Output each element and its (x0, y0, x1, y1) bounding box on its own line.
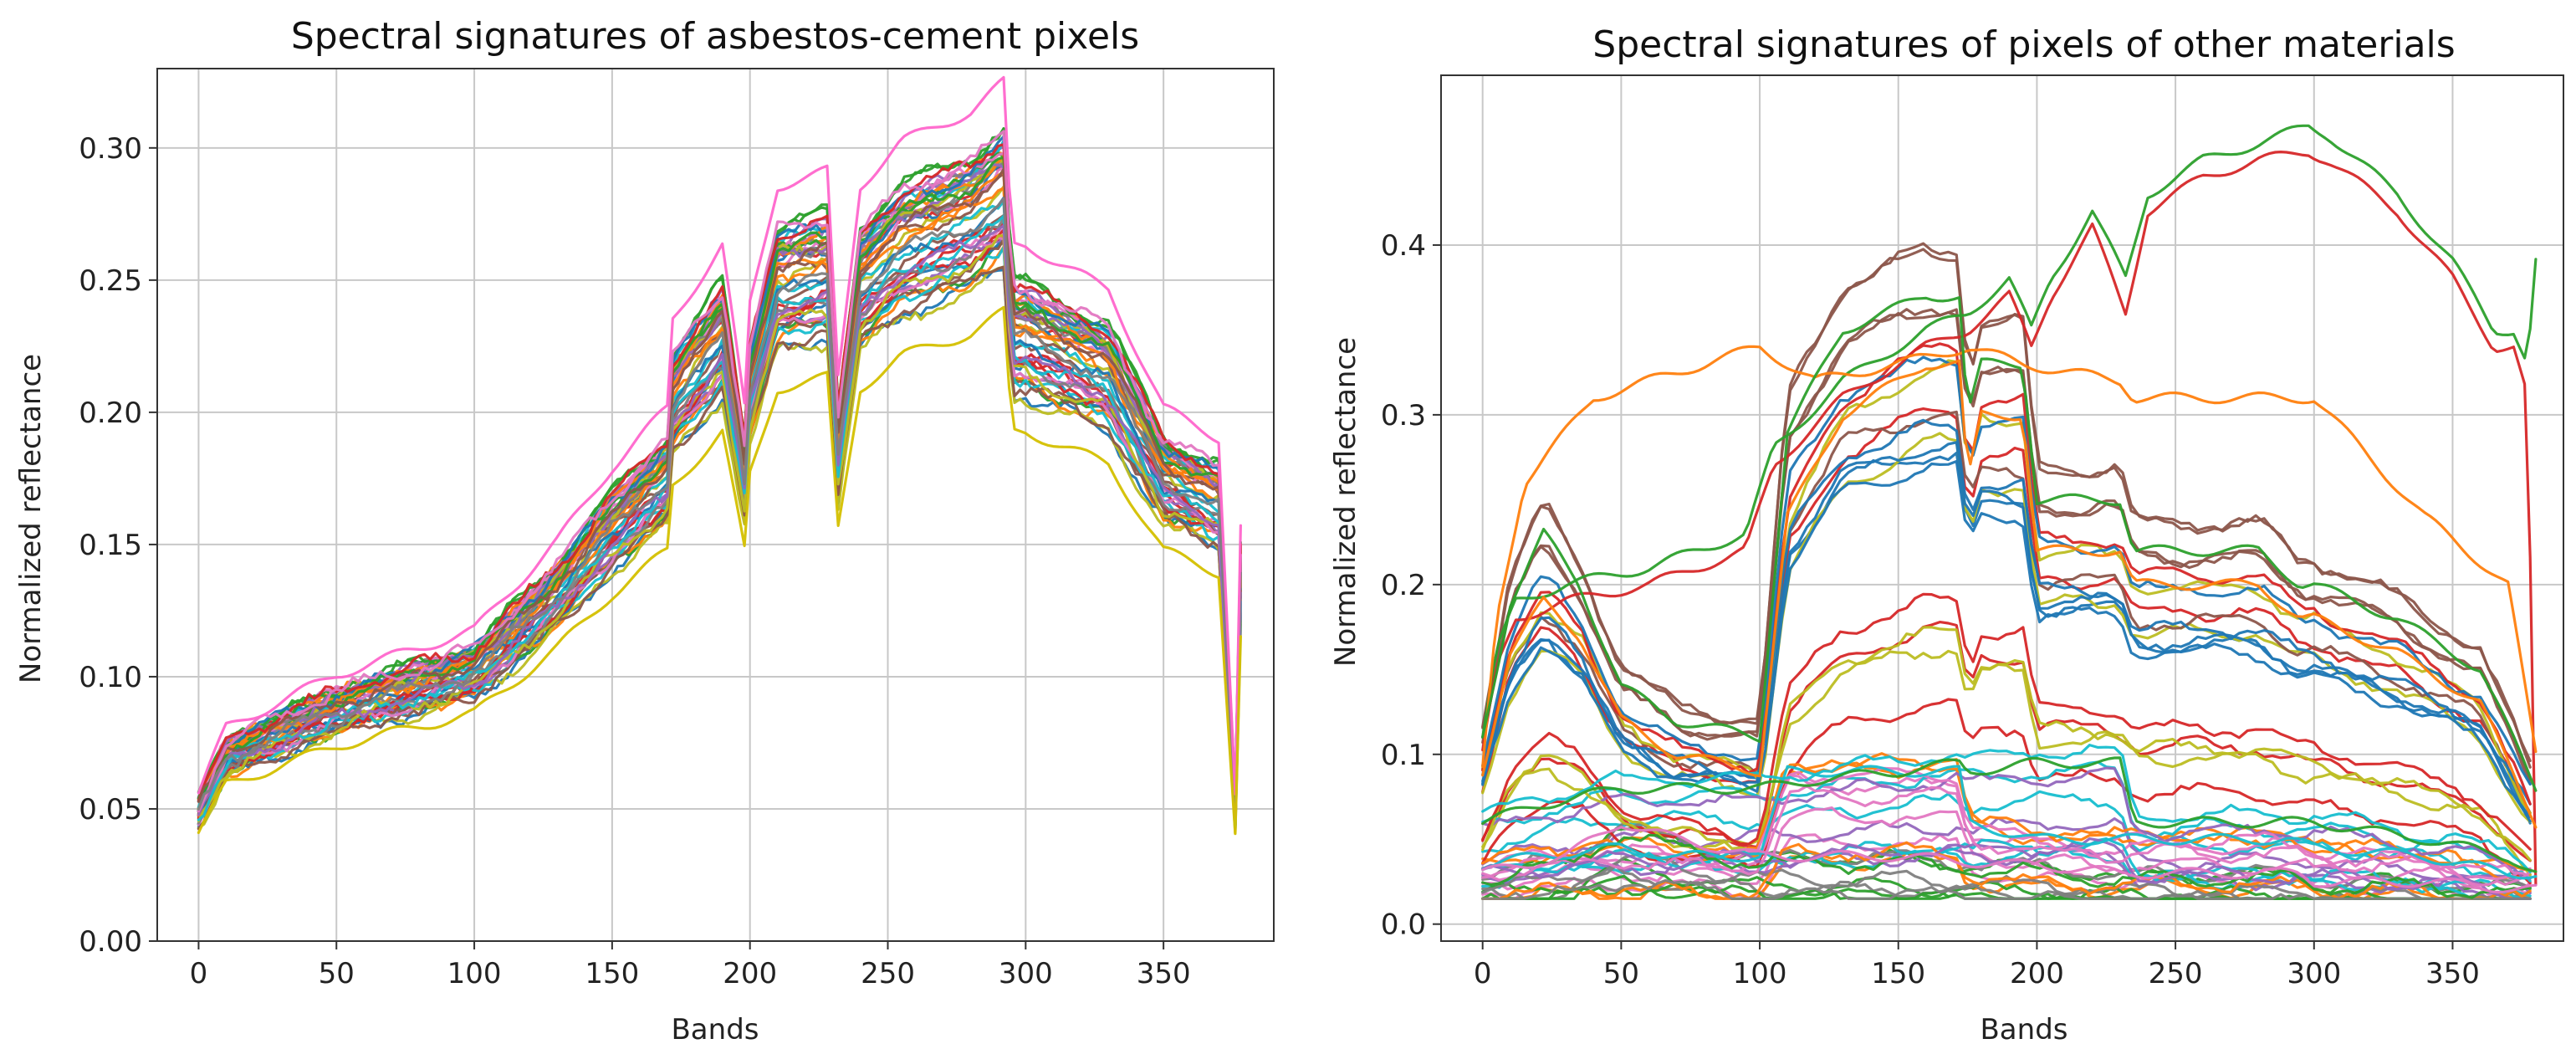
x-tick-label: 150 (585, 957, 639, 990)
y-tick-label: 0.3 (1381, 399, 1426, 432)
plot-frame (1440, 74, 2564, 942)
spectral-line (1481, 744, 2532, 873)
spectral-line (1481, 345, 2538, 769)
plot-frame (156, 68, 1275, 942)
chart-title: Spectral signatures of pixels of other m… (1592, 23, 2455, 66)
x-tick-label: 0 (1474, 957, 1492, 990)
y-tick-label: 0.4 (1381, 229, 1426, 263)
spectral-line (1481, 841, 2532, 900)
x-tick-label: 50 (319, 957, 355, 990)
spectral-line (1481, 766, 2532, 880)
spectral-line (1481, 296, 2538, 792)
x-tick-label: 250 (2149, 957, 2203, 990)
spectral-line (197, 167, 1242, 803)
x-axis-label: Bands (671, 1013, 759, 1046)
x-tick-label: 100 (1733, 957, 1787, 990)
spectral-line (1481, 418, 2532, 806)
spectral-line (1481, 785, 2532, 887)
spectral-line (1481, 766, 2532, 878)
spectral-line (1481, 592, 2532, 851)
x-tick-label: 350 (2425, 957, 2480, 990)
x-tick-label: 300 (2287, 957, 2341, 990)
spectral-line (197, 163, 1242, 815)
spectral-line (1481, 151, 2538, 887)
y-tick-label: 0.00 (79, 925, 142, 959)
x-axis-label: Bands (1980, 1013, 2067, 1046)
x-tick-label: 300 (999, 957, 1053, 990)
spectral-line (197, 197, 1242, 811)
spectral-line (197, 305, 1242, 836)
x-tick-label: 200 (2010, 957, 2064, 990)
x-tick-label: 50 (1603, 957, 1639, 990)
spectral-line (1481, 878, 2532, 900)
chart-other-materials: Spectral signatures of pixels of other m… (1329, 23, 2564, 1046)
spectral-line (1481, 124, 2538, 739)
x-tick-label: 350 (1137, 957, 1191, 990)
y-tick-label: 0.30 (79, 132, 142, 166)
y-tick-label: 0.20 (79, 397, 142, 430)
spectral-line (1481, 837, 2532, 900)
spectral-line (1481, 432, 2532, 823)
spectral-line (1481, 356, 2532, 786)
spectral-line (1481, 342, 2532, 806)
y-tick-label: 0.10 (79, 661, 142, 694)
x-tick-label: 100 (447, 957, 502, 990)
x-tick-label: 250 (861, 957, 915, 990)
x-tick-label: 200 (723, 957, 777, 990)
spectral-line (197, 234, 1242, 822)
x-tick-label: 150 (1871, 957, 1925, 990)
spectral-line (197, 170, 1242, 817)
y-tick-label: 0.1 (1381, 739, 1426, 772)
chart-title: Spectral signatures of asbestos-cement p… (291, 15, 1139, 58)
spectral-line (197, 265, 1242, 831)
spectral-line (1481, 248, 2532, 769)
spectral-line (1481, 459, 2532, 823)
y-axis-label: Normalized reflectance (1329, 337, 1362, 667)
x-tick-label: 0 (190, 957, 208, 990)
spectral-line (197, 130, 1242, 813)
spectral-line (1481, 410, 2532, 815)
spectral-line (1481, 649, 2532, 877)
y-tick-label: 0.2 (1381, 569, 1426, 602)
y-axis-label: Normalized reflectance (14, 354, 48, 683)
spectral-line (197, 224, 1242, 820)
spectral-line (1481, 765, 2538, 880)
spectral-line (1481, 359, 2538, 829)
chart-asbestos-cement: Spectral signatures of asbestos-cement p… (14, 15, 1275, 1046)
spectral-line (1481, 308, 2532, 785)
spectral-line (1481, 826, 2538, 894)
y-tick-label: 0.25 (79, 264, 142, 298)
y-tick-label: 0.15 (79, 529, 142, 562)
spectral-line (1481, 756, 2538, 873)
spectral-line (1481, 844, 2532, 900)
y-tick-label: 0.0 (1381, 908, 1426, 942)
spectral-line (197, 236, 1242, 827)
y-tick-label: 0.05 (79, 793, 142, 826)
spectral-line (197, 126, 1242, 800)
spectral-line (1481, 752, 2532, 872)
spectral-line (1481, 698, 2532, 885)
spectral-line (197, 75, 1242, 796)
spectral-line (1481, 833, 2532, 899)
